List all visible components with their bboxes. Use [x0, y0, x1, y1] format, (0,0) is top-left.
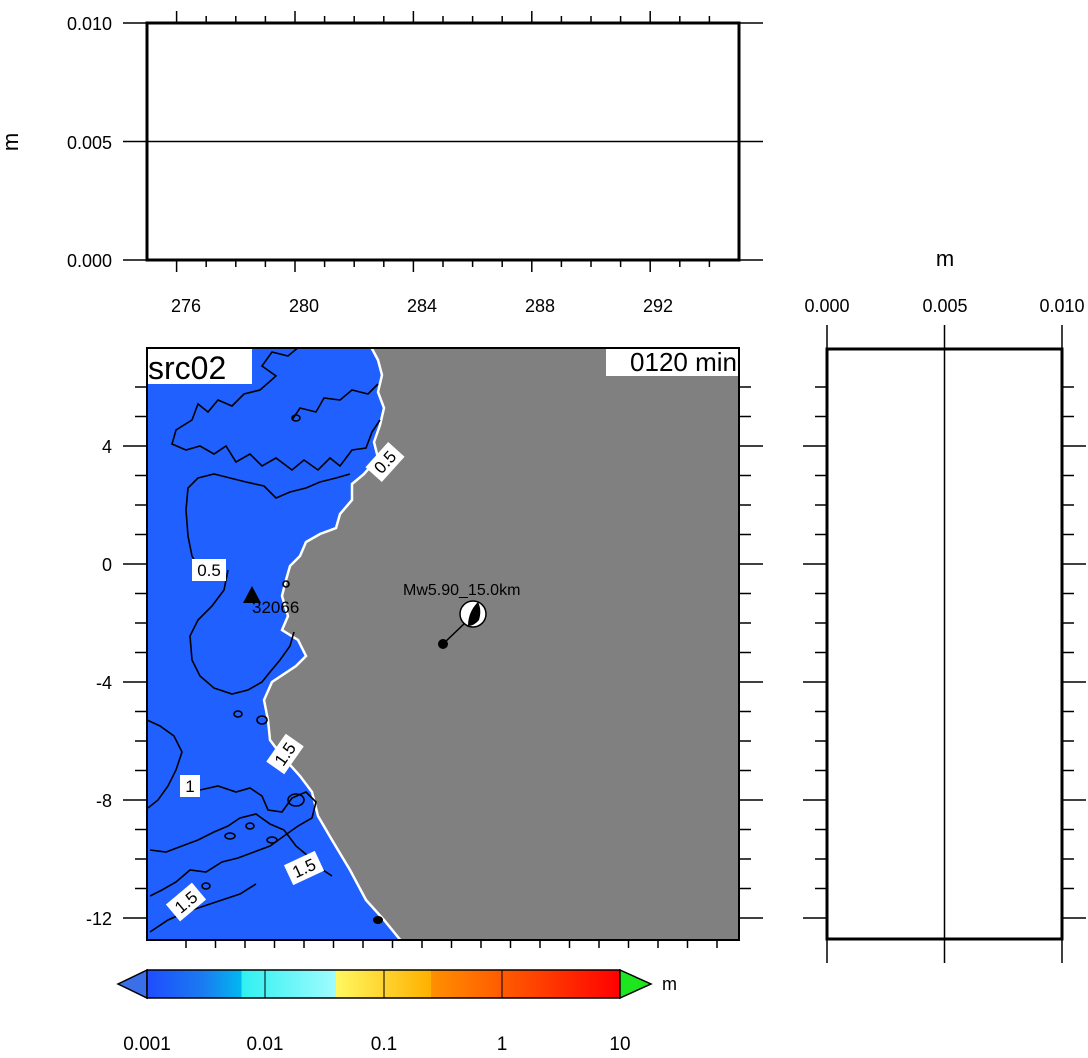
contour-blob: [291, 414, 301, 422]
colorbar-tick-label: 10: [609, 1034, 630, 1055]
map-tick-marks: [123, 347, 763, 948]
contour-line: [171, 348, 381, 472]
colorbar-tick-label: 1: [497, 1034, 508, 1055]
side-profile-panel: m 0.000 0.005 0.010: [803, 246, 1086, 963]
station-label: 32066: [252, 598, 299, 617]
source-label-box: src02: [144, 346, 252, 386]
land-area: [264, 348, 739, 940]
map-y-tick-label: -4: [96, 673, 112, 693]
epicenter-dot: [438, 639, 448, 649]
top-x-tick-label: 284: [407, 296, 437, 316]
contour-label: 1: [180, 775, 200, 797]
colorbar-tick-label: 0.001: [123, 1034, 171, 1055]
colorbar-unit: m: [662, 974, 677, 994]
contour-blob: [233, 710, 243, 718]
map-y-ticks: 4 0 -4 -8 -12: [86, 437, 112, 929]
top-panel-frame: [145, 21, 741, 262]
contour-line: [149, 813, 333, 877]
top-y-tick-label: 0.005: [67, 133, 112, 153]
side-x-tick-label: 0.010: [1039, 296, 1084, 316]
contour-blob: [201, 882, 211, 890]
epicenter-label: Mw5.90_15.0km: [403, 582, 520, 599]
time-label: 0120 min: [630, 347, 737, 377]
contour-line: [147, 719, 183, 809]
small-island: [373, 916, 383, 924]
epicenter-marker: Mw5.90_15.0km: [403, 582, 520, 649]
map-y-tick-label: 4: [102, 437, 112, 457]
top-timeseries-panel: m 0.000 0.005 0.010 276 280 284 288 292: [0, 11, 763, 316]
contour-blob: [266, 836, 278, 844]
top-y-tick-label: 0.010: [67, 14, 112, 34]
contour-line: [149, 785, 317, 897]
colorbar-tick-label: 0.1: [371, 1034, 397, 1055]
top-panel-x-ticks: 276 280 284 288 292: [171, 296, 673, 316]
station-marker: 32066: [243, 586, 299, 617]
side-panel-xlabel: m: [936, 246, 954, 271]
focal-mechanism-beachball-icon: [459, 600, 487, 628]
map-y-tick-label: 0: [102, 555, 112, 575]
svg-text:0.5: 0.5: [197, 561, 221, 580]
contour-lines: [147, 348, 381, 933]
top-y-tick-label: 0.000: [67, 251, 112, 271]
side-panel-frame: [825, 347, 1064, 941]
map-frame: [146, 347, 740, 941]
top-x-tick-label: 280: [289, 296, 319, 316]
top-panel-y-ticks: 0.000 0.005 0.010: [67, 14, 112, 271]
contour-line: [291, 383, 379, 421]
top-panel-ylabel: m: [0, 133, 23, 151]
map-y-tick-label: -8: [96, 791, 112, 811]
contour-labels: 0.5 0.5 1.5 1 1.5 1.5: [165, 442, 405, 922]
contour-blob: [224, 832, 236, 840]
contour-blob: [287, 793, 305, 807]
contour-blob: [245, 822, 255, 830]
svg-text:1: 1: [185, 777, 194, 796]
side-x-tick-label: 0.005: [922, 296, 967, 316]
contour-line: [189, 569, 295, 695]
triangle-icon: [243, 586, 261, 603]
source-label: src02: [148, 350, 226, 386]
top-x-tick-label: 288: [525, 296, 555, 316]
colorbar-under-arrow: [116, 968, 148, 1000]
contour-label: 0.5: [192, 559, 226, 581]
colorbar: m 0.001 0.01 0.1 1 10: [116, 968, 677, 1055]
epicenter-offset-line: [442, 621, 467, 645]
top-x-tick-label: 276: [171, 296, 201, 316]
top-x-tick-label: 292: [643, 296, 673, 316]
contour-blob: [256, 715, 268, 725]
colorbar-tick-label: 0.01: [247, 1034, 284, 1055]
side-x-tick-label: 0.000: [804, 296, 849, 316]
time-label-box: 0120 min: [606, 346, 740, 377]
contour-line: [149, 883, 257, 933]
side-panel-tick-marks: [803, 325, 1086, 963]
coastline: [262, 348, 402, 940]
map-panel: 0.5 0.5 1.5 1 1.5 1.5: [86, 346, 763, 948]
map-y-tick-label: -12: [86, 909, 112, 929]
colorbar-over-arrow: [619, 968, 653, 1000]
contour-line: [185, 473, 351, 571]
contour-blob: [282, 580, 290, 588]
